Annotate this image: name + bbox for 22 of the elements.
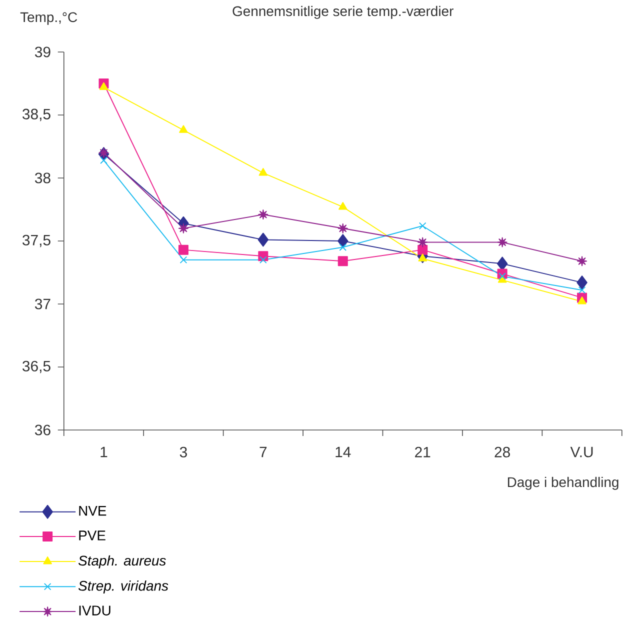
chart-title: Gennemsnitlige serie temp.-værdier: [232, 6, 454, 19]
y-axis-title: Temp.,°C: [20, 12, 78, 25]
x-tick-label: 3: [180, 446, 188, 458]
legend-label: Strep. viridans: [78, 580, 168, 594]
y-tick-label: 39: [35, 46, 50, 58]
x-tick-label: 1: [100, 446, 108, 458]
legend-label: IVDU: [79, 606, 110, 616]
x-tick-label: 21: [415, 446, 430, 458]
y-tick-label: 37,5: [22, 234, 50, 248]
y-tick-label: 36,5: [22, 360, 50, 374]
legend-label: Staph. aureus: [78, 555, 166, 568]
y-tick-label: 36: [35, 424, 50, 436]
legend-label: NVE: [79, 506, 106, 516]
x-tick-label: 7: [260, 446, 267, 458]
x-tick-label: V.U: [570, 446, 593, 458]
y-tick-label: 38,5: [22, 108, 50, 122]
y-tick-label: 37: [35, 298, 50, 310]
x-tick-label: 28: [494, 446, 510, 458]
x-axis-title: Dage i behandling: [508, 476, 618, 490]
x-tick-label: 14: [336, 446, 351, 458]
legend-label: PVE: [79, 530, 106, 540]
y-tick-label: 38: [35, 172, 50, 184]
